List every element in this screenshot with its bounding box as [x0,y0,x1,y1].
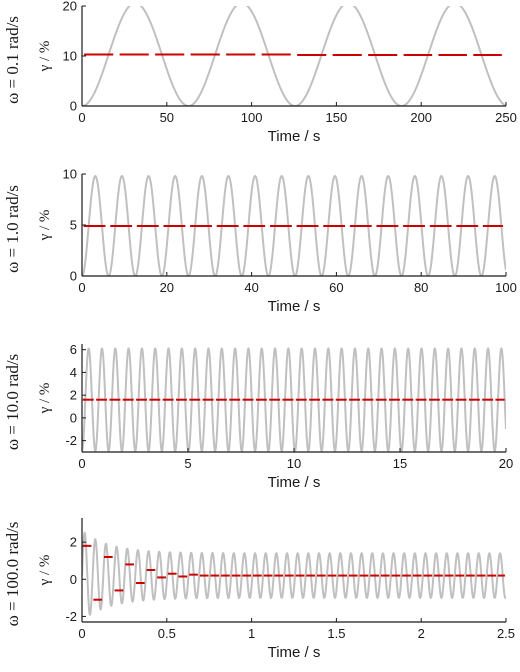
y-tick-label: 4 [70,365,77,380]
x-axis-label: Time / s [268,644,321,661]
x-axis-label: Time / s [268,474,321,491]
x-axis-label: Time / s [268,298,321,315]
x-tick-label: 1 [248,626,255,641]
strain-signal-line [82,175,506,276]
row-label: ω = 100.0 rad/s [3,522,22,627]
panel-2: 0 20 40 60 80 100 0 5 10 Time / s γ / % ω = 1.0 rad… [3,167,517,316]
x-tick-label: 15 [393,456,407,471]
x-tick-label: 0.5 [158,626,176,641]
panel-1: 0 50 100 150 200 250 0 10 20 Time / s γ / % ω = 0.1… [3,0,517,145]
y-tick-label: -2 [65,433,77,448]
y-tick-label: 0 [70,410,77,425]
x-tick-label: 1.5 [327,626,345,641]
x-tick-label: 2 [418,626,425,641]
x-tick-label: 20 [160,280,174,295]
x-tick-label: 2.5 [497,626,515,641]
x-axis-label: Time / s [268,128,321,145]
y-tick-label: 2 [70,535,77,550]
x-tick-label: 5 [184,456,191,471]
x-tick-label: 40 [244,280,258,295]
x-tick-label: 100 [495,280,517,295]
x-tick-label: 100 [241,110,263,125]
x-tick-label: 60 [329,280,343,295]
x-tick-label: 50 [160,110,174,125]
cycle-mean-series [82,544,505,601]
y-tick-label: 0 [70,572,77,587]
x-tick-label: 250 [495,110,517,125]
strain-signal-line [82,531,506,617]
y-axis-label: γ / % [37,383,53,415]
y-tick-label: 10 [63,49,77,64]
row-label: ω = 10.0 rad/s [3,354,22,450]
y-tick-label: 2 [70,388,77,403]
x-tick-label: 80 [414,280,428,295]
y-tick-label: 20 [63,0,77,14]
cycle-mean-series [84,53,502,56]
y-tick-label: 10 [63,167,77,182]
y-tick-label: 0 [70,99,77,114]
y-tick-label: -2 [65,609,77,624]
y-tick-label: 6 [70,342,77,357]
y-tick-label: 5 [70,218,77,233]
x-tick-label: 0 [78,110,85,125]
x-tick-label: 0 [78,456,85,471]
x-tick-label: 20 [499,456,513,471]
x-tick-label: 150 [326,110,348,125]
x-tick-label: 10 [287,456,301,471]
row-label: ω = 0.1 rad/s [3,16,22,104]
y-axis-label: γ / % [37,555,53,587]
y-axis-label: γ / % [37,210,53,242]
row-label: ω = 1.0 rad/s [3,185,22,273]
y-axis-label: γ / % [37,41,53,73]
x-tick-label: 0 [78,280,85,295]
strain-signal-line [82,347,506,452]
x-tick-label: 0 [78,626,85,641]
y-tick-label: 0 [70,269,77,284]
x-tick-label: 200 [410,110,432,125]
